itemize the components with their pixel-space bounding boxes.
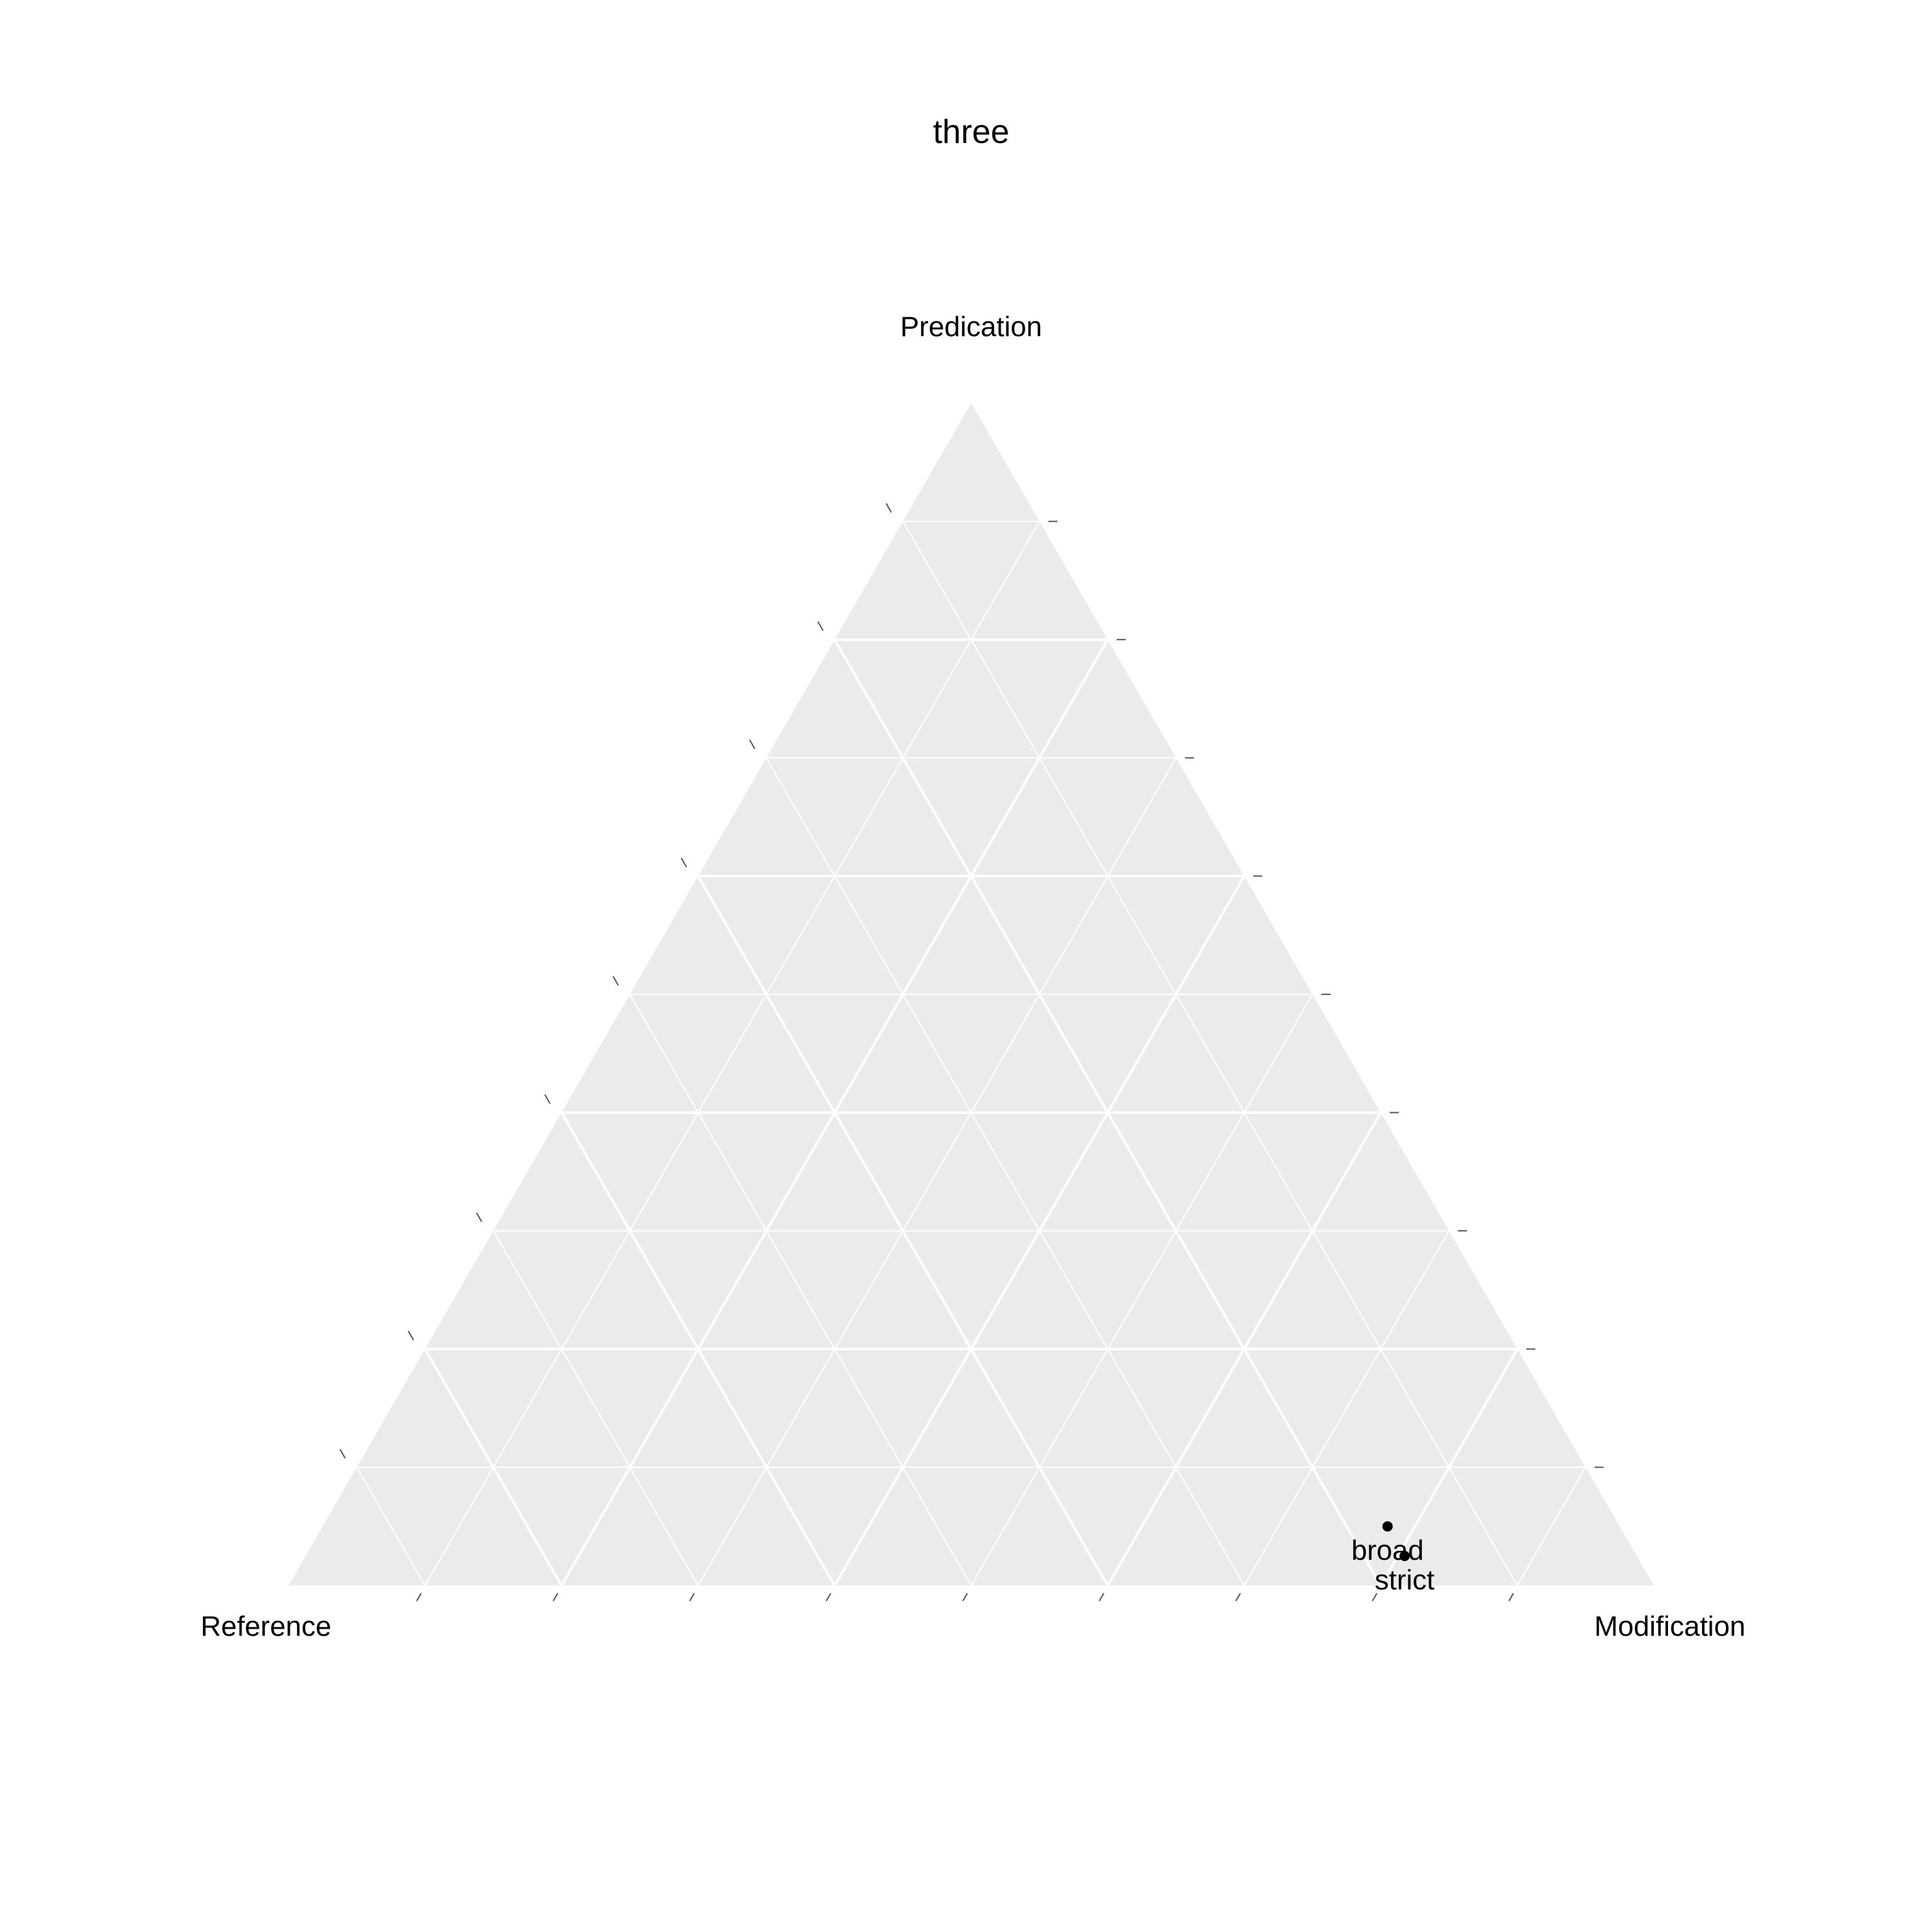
axis-label-reference: Reference bbox=[200, 1611, 331, 1642]
tick-mark-modification bbox=[1508, 1593, 1514, 1602]
axis-label-predication: Predication bbox=[900, 311, 1042, 343]
gridline-reference-minor bbox=[629, 994, 972, 1586]
tick-mark-reference bbox=[544, 1094, 551, 1104]
gridline-reference-major bbox=[424, 1348, 563, 1586]
tick-mark-modification bbox=[553, 1593, 558, 1602]
tick-mark-reference bbox=[476, 1212, 482, 1222]
tick-mark-reference bbox=[681, 857, 687, 867]
data-label-strict: strict bbox=[1375, 1564, 1435, 1596]
data-point-strict bbox=[1399, 1551, 1410, 1562]
axis-ticks bbox=[339, 503, 1604, 1602]
gridline-modification-minor bbox=[971, 994, 1313, 1586]
chart-title: three bbox=[933, 113, 1010, 151]
gridline-reference-major bbox=[697, 875, 1109, 1586]
gridline-reference-minor bbox=[766, 757, 1245, 1586]
tick-mark-modification bbox=[962, 1593, 968, 1602]
tick-mark-reference bbox=[612, 976, 619, 986]
gridline-reference-major bbox=[560, 1112, 836, 1586]
data-point-broad bbox=[1382, 1521, 1393, 1532]
tick-mark-modification bbox=[1099, 1593, 1104, 1602]
gridline-reference-minor bbox=[356, 1466, 426, 1586]
tick-mark-modification bbox=[1235, 1593, 1241, 1602]
gridline-modification-major bbox=[1106, 1112, 1382, 1586]
tick-mark-modification bbox=[689, 1593, 695, 1602]
gridline-modification-major bbox=[833, 875, 1245, 1586]
tick-mark-modification bbox=[1372, 1593, 1378, 1602]
tick-mark-reference bbox=[749, 739, 755, 750]
tick-mark-reference bbox=[817, 621, 824, 631]
gridline-modification-minor bbox=[424, 521, 1040, 1586]
axis-label-modification: Modification bbox=[1595, 1611, 1746, 1642]
tick-mark-modification bbox=[826, 1593, 831, 1602]
data-label-broad: broad bbox=[1351, 1535, 1424, 1566]
tick-mark-modification bbox=[416, 1593, 422, 1602]
tick-mark-reference bbox=[339, 1448, 346, 1459]
grid-lines bbox=[356, 520, 1586, 1586]
gridline-modification-minor bbox=[697, 757, 1177, 1586]
gridline-modification-major bbox=[1379, 1348, 1519, 1586]
gridline-modification-minor bbox=[1244, 1230, 1450, 1586]
gridline-reference-minor bbox=[493, 1230, 699, 1586]
tick-mark-reference bbox=[408, 1331, 414, 1341]
gridline-reference-minor bbox=[902, 521, 1518, 1586]
tick-mark-reference bbox=[886, 503, 892, 513]
gridline-modification-minor bbox=[1517, 1466, 1586, 1586]
